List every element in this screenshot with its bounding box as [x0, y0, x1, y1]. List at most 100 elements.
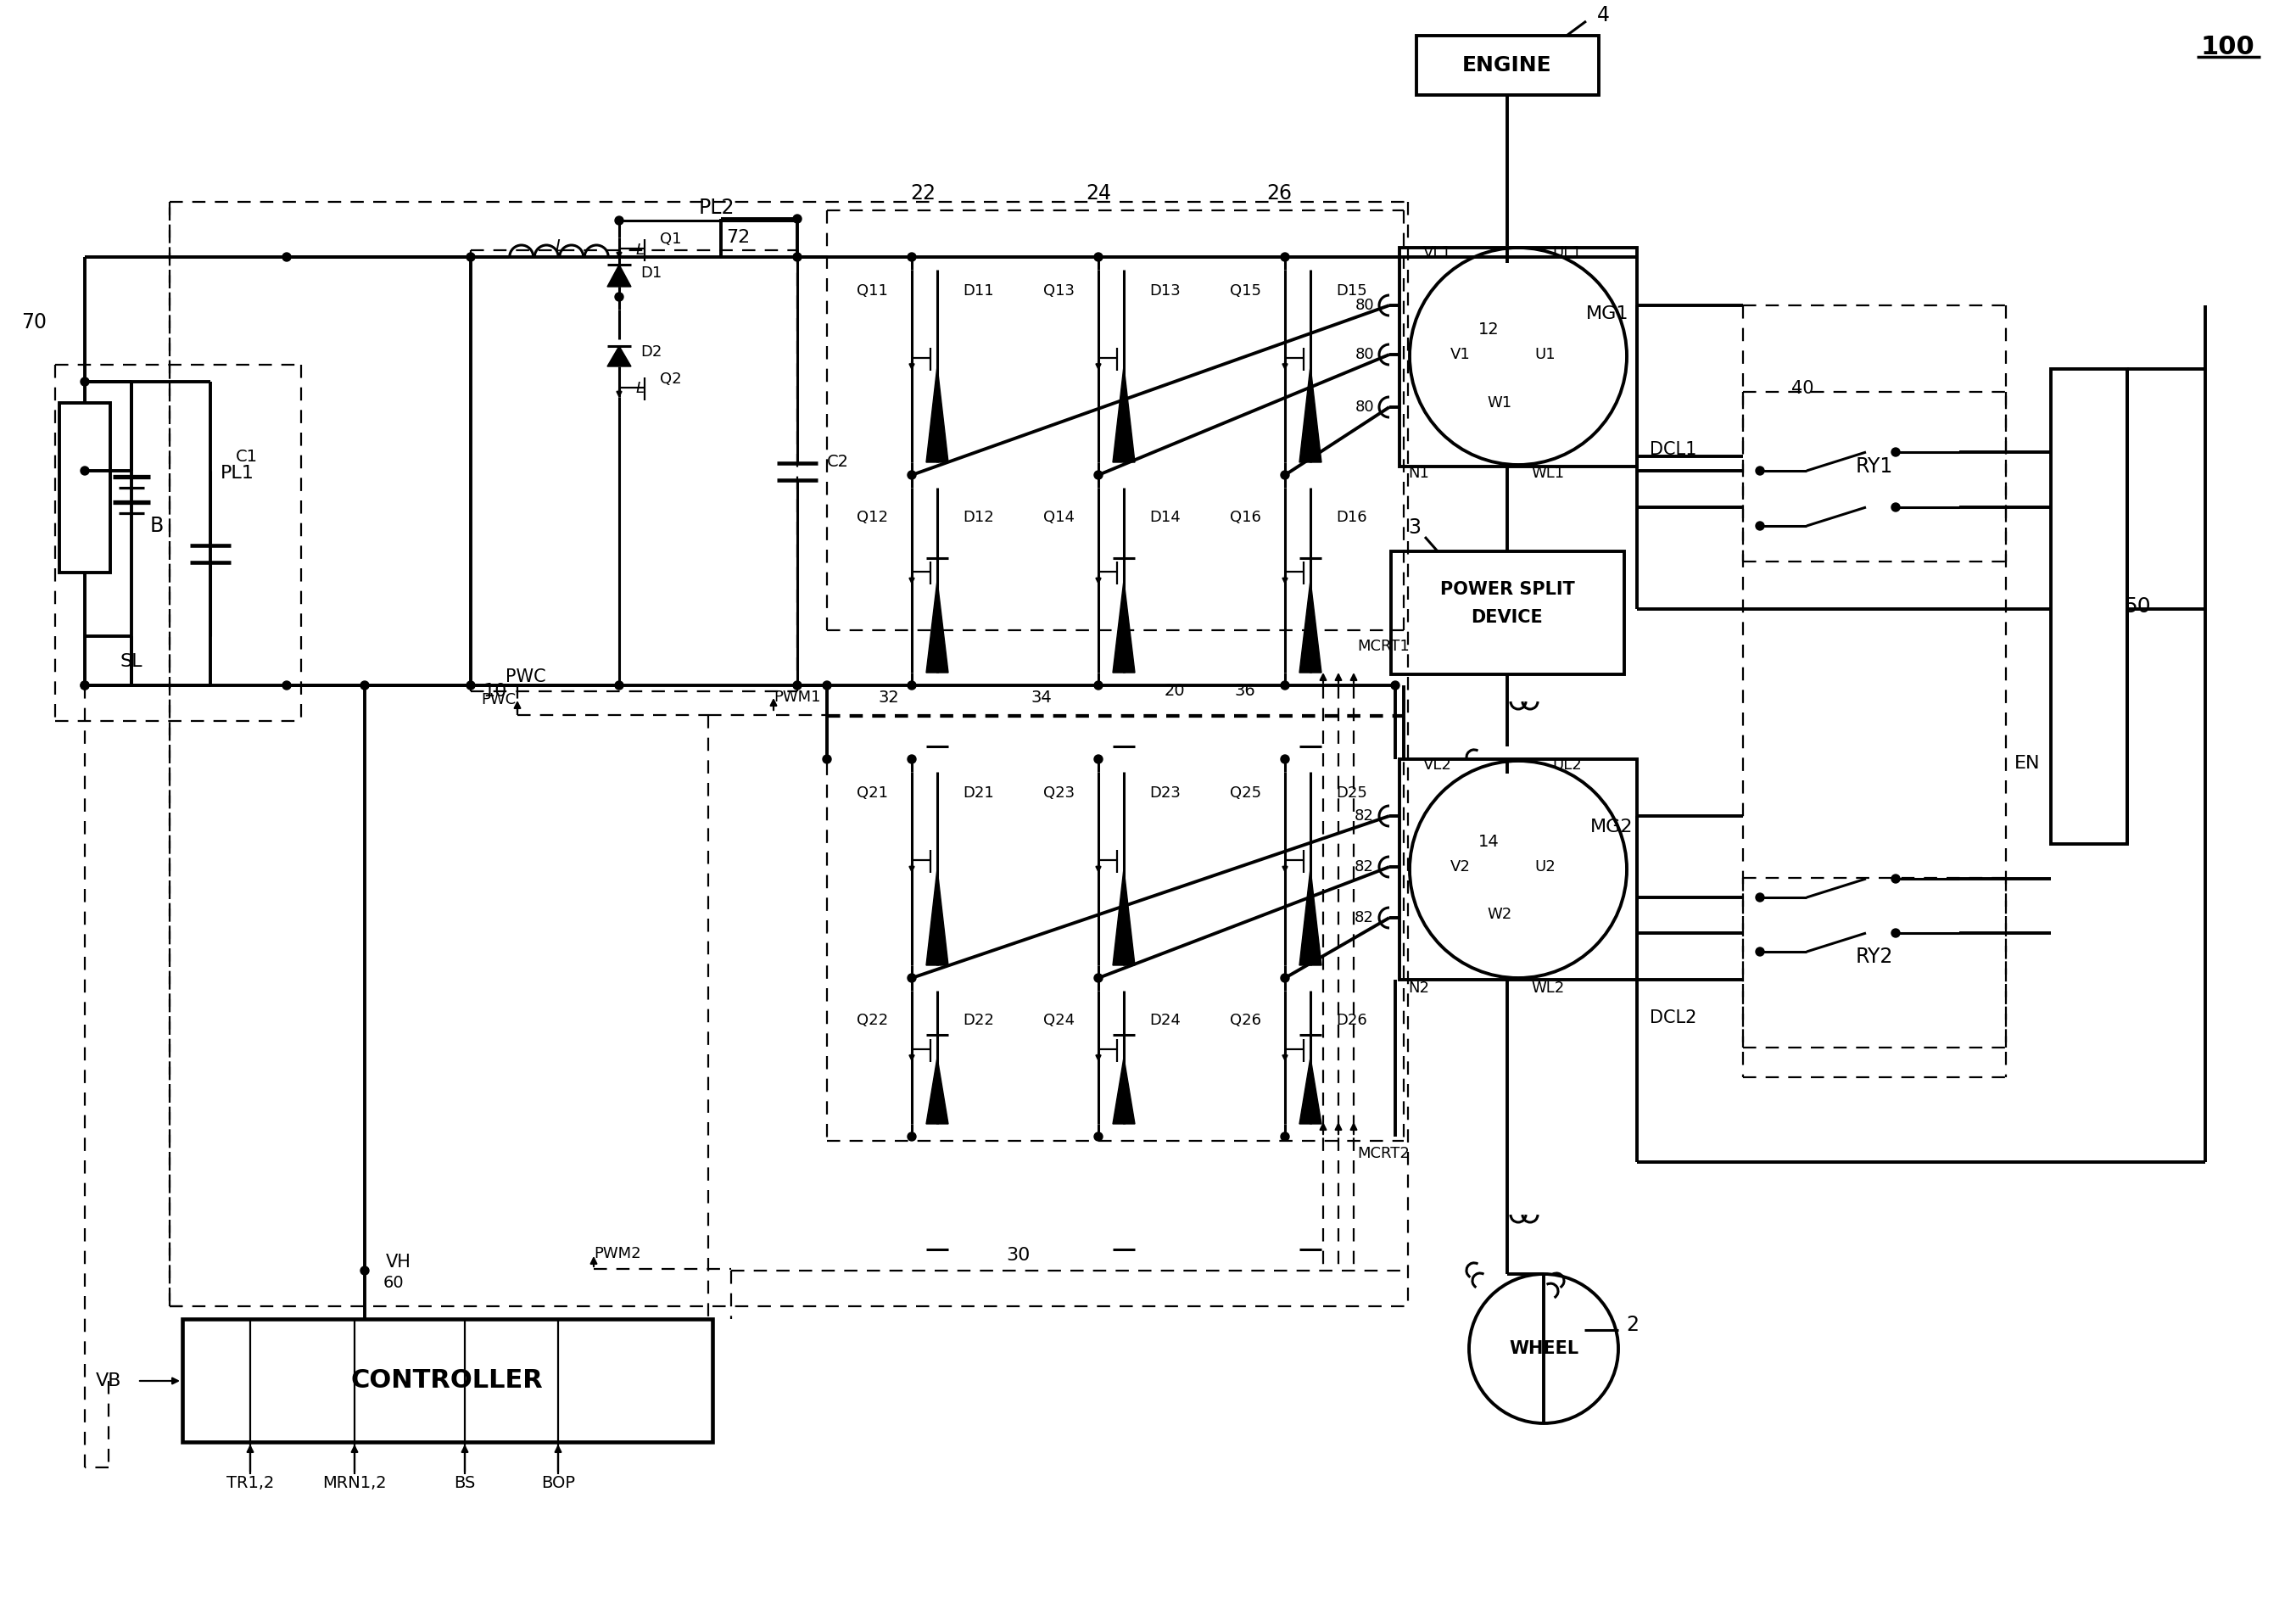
- Circle shape: [80, 378, 90, 386]
- Polygon shape: [925, 367, 948, 462]
- Text: B: B: [149, 515, 163, 536]
- Circle shape: [80, 682, 90, 690]
- Circle shape: [1095, 1132, 1102, 1140]
- Text: BOP: BOP: [542, 1474, 574, 1491]
- Text: PL1: PL1: [220, 465, 255, 481]
- Text: L: L: [556, 237, 565, 254]
- Circle shape: [1892, 447, 1899, 457]
- Text: D21: D21: [962, 785, 994, 801]
- Text: WL2: WL2: [1531, 980, 1564, 996]
- Text: CONTROLLER: CONTROLLER: [351, 1368, 544, 1394]
- Text: VB: VB: [96, 1373, 122, 1389]
- Text: Q14: Q14: [1042, 510, 1075, 525]
- Circle shape: [822, 754, 831, 764]
- Text: N2: N2: [1407, 980, 1428, 996]
- Circle shape: [1281, 754, 1290, 764]
- Circle shape: [1095, 254, 1102, 262]
- Text: PWC: PWC: [505, 669, 546, 685]
- Text: 3: 3: [1407, 517, 1421, 538]
- Text: TR1,2: TR1,2: [227, 1474, 273, 1491]
- Text: V1: V1: [1451, 347, 1472, 362]
- Text: Q25: Q25: [1231, 785, 1261, 801]
- Polygon shape: [1300, 580, 1322, 672]
- Polygon shape: [1114, 367, 1134, 462]
- Bar: [1391, 551, 1623, 675]
- Text: WL1: WL1: [1531, 465, 1564, 481]
- Text: Q22: Q22: [856, 1013, 889, 1029]
- Text: 80: 80: [1355, 347, 1373, 362]
- Text: PL2: PL2: [698, 197, 735, 218]
- Text: U2: U2: [1534, 859, 1557, 874]
- Text: VL2: VL2: [1424, 757, 1451, 772]
- Text: SL: SL: [119, 652, 142, 670]
- Polygon shape: [925, 1058, 948, 1124]
- Circle shape: [792, 215, 801, 223]
- Text: 82: 82: [1355, 809, 1373, 824]
- Text: 34: 34: [1031, 690, 1052, 706]
- Circle shape: [1095, 974, 1102, 982]
- Text: L: L: [636, 381, 645, 396]
- Circle shape: [907, 754, 916, 764]
- Text: 2: 2: [1626, 1315, 1639, 1336]
- Polygon shape: [1300, 367, 1322, 462]
- Polygon shape: [1300, 1058, 1322, 1124]
- Text: Q23: Q23: [1042, 785, 1075, 801]
- Text: D23: D23: [1150, 785, 1180, 801]
- Circle shape: [1281, 974, 1290, 982]
- Text: PWC: PWC: [480, 693, 517, 707]
- Text: D26: D26: [1336, 1013, 1366, 1029]
- Text: 80: 80: [1355, 399, 1373, 415]
- Text: D16: D16: [1336, 510, 1366, 525]
- Text: 40: 40: [1791, 380, 1814, 397]
- Polygon shape: [1114, 869, 1134, 966]
- Text: D13: D13: [1150, 283, 1180, 299]
- Text: EN: EN: [2014, 754, 2041, 772]
- Text: W1: W1: [1488, 396, 1513, 410]
- Text: D15: D15: [1336, 283, 1366, 299]
- Circle shape: [282, 682, 292, 690]
- Circle shape: [907, 682, 916, 690]
- Text: U1: U1: [1536, 347, 1557, 362]
- Text: VH: VH: [386, 1253, 411, 1271]
- Text: Q16: Q16: [1231, 510, 1261, 525]
- Text: 82: 82: [1355, 911, 1373, 925]
- Circle shape: [466, 254, 475, 262]
- Text: 26: 26: [1267, 182, 1293, 203]
- Text: PWM1: PWM1: [774, 690, 820, 704]
- Text: 12: 12: [1479, 321, 1499, 338]
- Text: Q11: Q11: [856, 283, 889, 299]
- Text: Q2: Q2: [659, 371, 682, 386]
- Circle shape: [360, 682, 370, 690]
- Polygon shape: [1114, 1058, 1134, 1124]
- Circle shape: [360, 1266, 370, 1274]
- Bar: [1401, 247, 1637, 467]
- Text: 4: 4: [1596, 5, 1609, 26]
- Text: N1: N1: [1407, 465, 1428, 481]
- Text: MRN1,2: MRN1,2: [321, 1474, 386, 1491]
- Text: UL2: UL2: [1552, 757, 1582, 772]
- Text: D11: D11: [962, 283, 994, 299]
- Circle shape: [80, 467, 90, 475]
- Text: Q15: Q15: [1231, 283, 1261, 299]
- Text: DEVICE: DEVICE: [1472, 609, 1543, 627]
- Text: 100: 100: [2202, 34, 2255, 60]
- Circle shape: [466, 682, 475, 690]
- Text: RY1: RY1: [1855, 457, 1894, 476]
- Text: Q24: Q24: [1042, 1013, 1075, 1029]
- Text: 30: 30: [1006, 1247, 1031, 1265]
- Text: Q1: Q1: [659, 231, 682, 247]
- Text: WHEEL: WHEEL: [1508, 1340, 1580, 1357]
- Text: 10: 10: [482, 683, 507, 699]
- Text: Q26: Q26: [1231, 1013, 1261, 1029]
- Circle shape: [1095, 682, 1102, 690]
- Text: W2: W2: [1488, 906, 1513, 922]
- Text: 70: 70: [21, 312, 46, 333]
- Circle shape: [1281, 1132, 1290, 1140]
- Polygon shape: [606, 346, 631, 367]
- Polygon shape: [925, 869, 948, 966]
- Text: D24: D24: [1150, 1013, 1180, 1029]
- Text: C1: C1: [236, 449, 257, 465]
- Text: DCL1: DCL1: [1651, 441, 1697, 459]
- Text: C2: C2: [827, 454, 850, 470]
- Circle shape: [1756, 467, 1763, 475]
